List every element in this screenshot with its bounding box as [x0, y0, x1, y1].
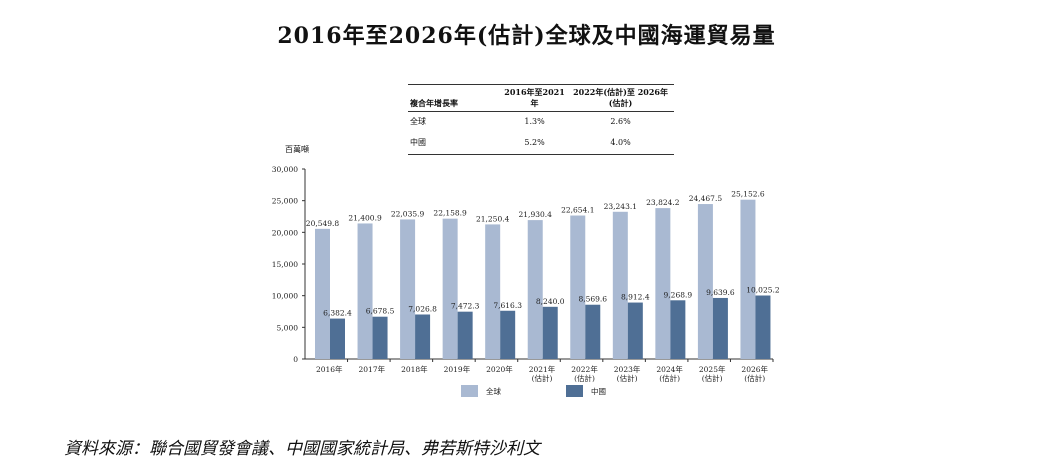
cagr-value: 5.2% — [502, 133, 568, 155]
bar-global — [740, 199, 756, 359]
bar-china — [500, 310, 516, 359]
bar-global — [357, 223, 373, 359]
bar-china — [372, 316, 388, 359]
data-label-china: 8,240.0 — [536, 297, 565, 306]
y-tick-label: 20,000 — [272, 228, 298, 237]
x-tick-label: 2020年 — [486, 364, 513, 374]
cagr-value: 2.6% — [610, 117, 631, 126]
bar-china — [712, 297, 728, 359]
cagr-value: 1.3% — [524, 117, 545, 126]
chart-title: 2016年至2026年(估計)全球及中國海運貿易量 — [277, 23, 776, 49]
data-label-global: 21,400.9 — [348, 213, 382, 222]
bar-global — [315, 228, 330, 359]
cagr-row-china: 中國 5.2% 4.0% — [408, 133, 674, 155]
bar-china — [457, 311, 473, 359]
data-label-global: 23,243.1 — [604, 202, 637, 211]
bar-china — [585, 304, 601, 359]
data-label-global: 22,158.9 — [433, 209, 467, 218]
cagr-row-label: 全球 — [410, 117, 426, 126]
data-label-china: 7,472.3 — [451, 302, 480, 311]
data-label-china: 7,616.3 — [493, 301, 522, 310]
legend-swatch-global — [461, 385, 478, 397]
x-tick-label: 2017年 — [359, 364, 386, 374]
data-label-china: 8,569.6 — [578, 295, 607, 304]
x-tick-label: 2023年 — [614, 364, 641, 374]
bar-global — [527, 220, 543, 359]
data-label-global: 22,035.9 — [391, 209, 425, 218]
y-tick-label: 0 — [293, 355, 298, 364]
data-label-china: 8,912.4 — [621, 293, 650, 302]
x-tick-label: 2019年 — [444, 364, 471, 374]
bar-global — [442, 218, 458, 359]
cagr-header-label: 複合年增長率 — [408, 84, 502, 112]
data-label-china: 6,678.5 — [366, 307, 395, 316]
cagr-value: 4.0% — [567, 133, 674, 155]
cagr-header-row: 複合年增長率 2016年至2021年 2022年(估計)至 2026年(估計) — [408, 84, 674, 112]
x-tick-label: (估計) — [744, 373, 765, 383]
x-tick-label: 2018年 — [401, 364, 428, 374]
legend-label-china: 中國 — [591, 386, 606, 396]
legend-swatch-china — [566, 385, 583, 397]
x-tick-label: (估計) — [532, 373, 553, 383]
x-tick-label: (估計) — [659, 373, 680, 383]
bar-china — [627, 302, 643, 359]
x-tick-label: 2024年 — [656, 364, 683, 374]
data-label-china: 7,026.8 — [408, 304, 437, 313]
legend-label-global: 全球 — [486, 386, 501, 396]
x-tick-label: 2026年 — [741, 364, 768, 374]
data-label-china: 10,025.2 — [746, 286, 780, 295]
bar-china — [415, 314, 431, 359]
x-tick-label: 2016年 — [316, 364, 343, 374]
bar-china — [330, 318, 345, 359]
x-tick-label: (估計) — [574, 373, 595, 383]
x-tick-label: 2021年 — [529, 364, 556, 374]
y-tick-label: 30,000 — [272, 165, 298, 174]
data-label-china: 6,382.4 — [323, 309, 352, 318]
cagr-header-period2: 2022年(估計)至 2026年(估計) — [567, 84, 674, 112]
bar-global — [485, 224, 501, 359]
y-unit-label: 百萬噸 — [285, 145, 309, 154]
x-tick-label: (估計) — [617, 373, 638, 383]
bar-global — [697, 204, 713, 359]
bar-global — [400, 219, 416, 359]
bar-chart: 0 5,000 10,000 15,000 20,000 25,000 30,000 20,5… — [272, 165, 780, 397]
cagr-table: 複合年增長率 2016年至2021年 2022年(估計)至 2026年(估計) … — [408, 84, 674, 155]
bar-china — [670, 300, 686, 359]
y-tick-label: 15,000 — [272, 260, 298, 269]
bar-china — [755, 295, 771, 359]
y-tick-label: 25,000 — [272, 197, 298, 206]
source-note: 資料來源：聯合國貿發會議、中國國家統計局、弗若斯特沙利文 — [64, 439, 540, 459]
cagr-header-period1: 2016年至2021年 — [502, 84, 568, 112]
bar-global — [570, 215, 586, 359]
bar-china — [542, 306, 558, 359]
bar-global — [655, 208, 671, 359]
y-tick-label: 5,000 — [277, 323, 299, 332]
y-tick-label: 10,000 — [272, 292, 298, 301]
data-label-china: 9,639.6 — [706, 288, 735, 297]
data-label-global: 24,467.5 — [689, 194, 723, 203]
data-label-global: 20,549.8 — [306, 219, 340, 228]
data-label-global: 23,824.2 — [646, 198, 680, 207]
x-tick-label: 2022年 — [571, 364, 598, 374]
data-label-global: 21,250.4 — [476, 214, 510, 223]
data-label-global: 22,654.1 — [561, 206, 594, 215]
data-label-global: 21,930.4 — [519, 210, 553, 219]
bar-global — [612, 211, 628, 359]
cagr-row-global: 全球 1.3% 2.6% — [408, 112, 674, 134]
data-label-global: 25,152.6 — [731, 190, 765, 199]
x-tick-label: 2025年 — [699, 364, 726, 374]
x-tick-label: (估計) — [702, 373, 723, 383]
cagr-row-label: 中國 — [408, 133, 502, 155]
data-label-china: 9,268.9 — [664, 290, 693, 299]
